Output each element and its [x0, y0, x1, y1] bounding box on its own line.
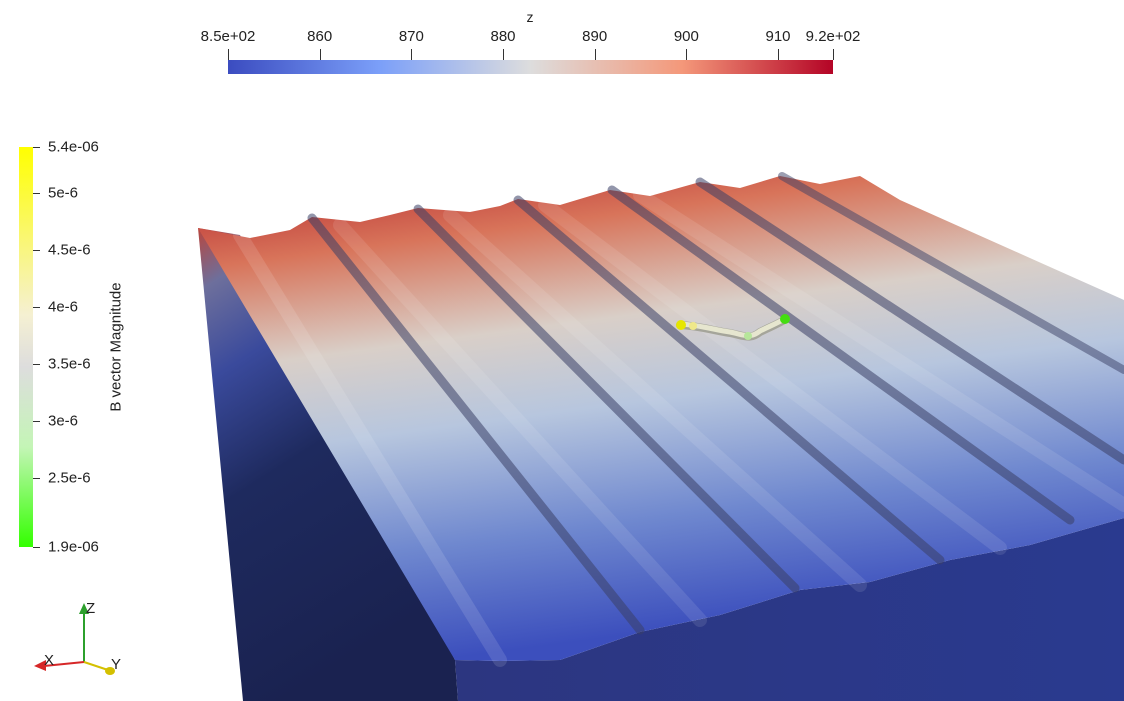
b-colorbar-tick-label: 5e-6 [48, 184, 79, 202]
z-colorbar-tick-label: 870 [398, 28, 424, 45]
x-axis-label: X [44, 652, 55, 669]
b-colorbar-tick-label: 3e-6 [48, 412, 79, 430]
z-axis-label: Z [86, 600, 96, 617]
b-colorbar-tick [33, 192, 40, 194]
z-colorbar-tick-label: 880 [490, 28, 516, 45]
terrain-ridges [233, 172, 1124, 667]
orientation-axes [34, 603, 115, 675]
block-left-face [198, 228, 458, 701]
b-colorbar-tick-label: 4e-6 [48, 298, 79, 316]
z-colorbar-tick [594, 49, 596, 60]
z-colorbar-tick [686, 49, 688, 60]
z-colorbar-tick [503, 49, 504, 60]
b-colorbar-tick [33, 364, 40, 366]
z-colorbar-tick [833, 49, 834, 60]
b-colorbar-tick-label: 1.9e-06 [48, 538, 99, 556]
z-colorbar [228, 60, 833, 74]
streamline-tube [676, 314, 790, 341]
b-colorbar-tick-label: 5.4e-06 [48, 138, 99, 156]
b-colorbar-tick [33, 307, 40, 308]
z-colorbar-tick [411, 49, 413, 60]
z-colorbar-title: z [526, 9, 534, 25]
z-colorbar-tick-label: 900 [673, 28, 699, 45]
b-colorbar-tick [33, 147, 40, 148]
block-front-face [455, 518, 1124, 701]
y-axis-label: Y [111, 656, 122, 673]
b-colorbar-title: B vector Magnitude [107, 282, 125, 412]
z-colorbar-tick [319, 49, 321, 60]
z-colorbar-tick-label: 8.5e+02 [200, 28, 256, 45]
z-colorbar-tick-label: 9.2e+02 [805, 28, 861, 45]
z-colorbar-tick [778, 49, 779, 60]
b-colorbar-tick [33, 249, 40, 251]
b-colorbar-tick [33, 547, 40, 548]
b-colorbar [19, 147, 33, 547]
z-colorbar-tick-label: 910 [765, 28, 791, 45]
b-colorbar-tick [33, 421, 40, 423]
z-colorbar-tick-label: 860 [307, 28, 333, 45]
b-colorbar-tick-label: 2.5e-6 [48, 469, 91, 487]
terrain-top-surface [198, 176, 1124, 661]
b-colorbar-tick-label: 4.5e-6 [48, 241, 91, 259]
b-colorbar-tick-label: 3.5e-6 [48, 355, 91, 373]
z-colorbar-tick-label: 890 [582, 28, 608, 45]
z-colorbar-tick [228, 49, 229, 60]
b-colorbar-tick [33, 478, 40, 480]
